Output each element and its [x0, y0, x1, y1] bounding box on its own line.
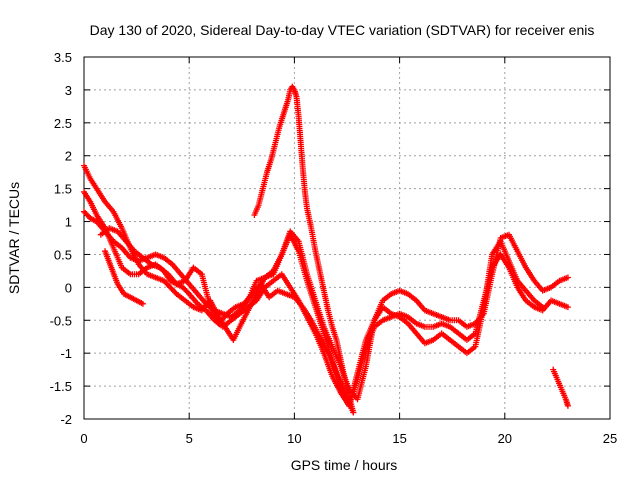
y-tick-label: 2.5: [54, 116, 72, 131]
y-tick-label: -1.5: [50, 379, 72, 394]
data-point-marker: [350, 409, 357, 416]
y-tick-label: 0: [65, 280, 72, 295]
x-tick-label: 25: [603, 431, 617, 446]
x-tick-label: 15: [392, 431, 406, 446]
y-tick-label: 1.5: [54, 182, 72, 197]
plot-frame: [83, 56, 611, 420]
data-point-marker: [184, 289, 191, 296]
y-tick-label: 2: [65, 149, 72, 164]
data-point-marker: [564, 304, 571, 311]
data-point-marker: [139, 300, 146, 307]
x-axis-label: GPS time / hours: [291, 457, 398, 473]
grid-lines: [84, 57, 610, 419]
y-axis-label: SDTVAR / TECUs: [6, 182, 22, 294]
y-tick-label: -1: [60, 346, 72, 361]
series-track-5: [102, 248, 146, 307]
y-axis-ticks: -2 -1.5 -1 -0.5 0 0.5 1 1.5 2 2.5 3 3.5: [50, 50, 610, 427]
series-arc-late: [550, 366, 571, 409]
data-series: [81, 83, 571, 416]
x-tick-label: 10: [287, 431, 301, 446]
chart-title: Day 130 of 2020, Sidereal Day-to-day VTE…: [90, 22, 595, 38]
x-tick-label: 20: [498, 431, 512, 446]
y-tick-label: 3: [65, 83, 72, 98]
y-tick-label: 0.5: [54, 247, 72, 262]
y-tick-label: 3.5: [54, 50, 72, 65]
y-tick-label: -2: [60, 412, 72, 427]
data-point-marker: [564, 402, 571, 409]
series-arc-peak: [251, 83, 357, 416]
y-tick-label: 1: [65, 215, 72, 230]
x-tick-label: 5: [186, 431, 193, 446]
x-tick-label: 0: [80, 431, 87, 446]
y-tick-label: -0.5: [50, 313, 72, 328]
data-point-marker: [564, 274, 571, 281]
x-axis-ticks: 0 5 10 15 20 25: [80, 57, 617, 446]
